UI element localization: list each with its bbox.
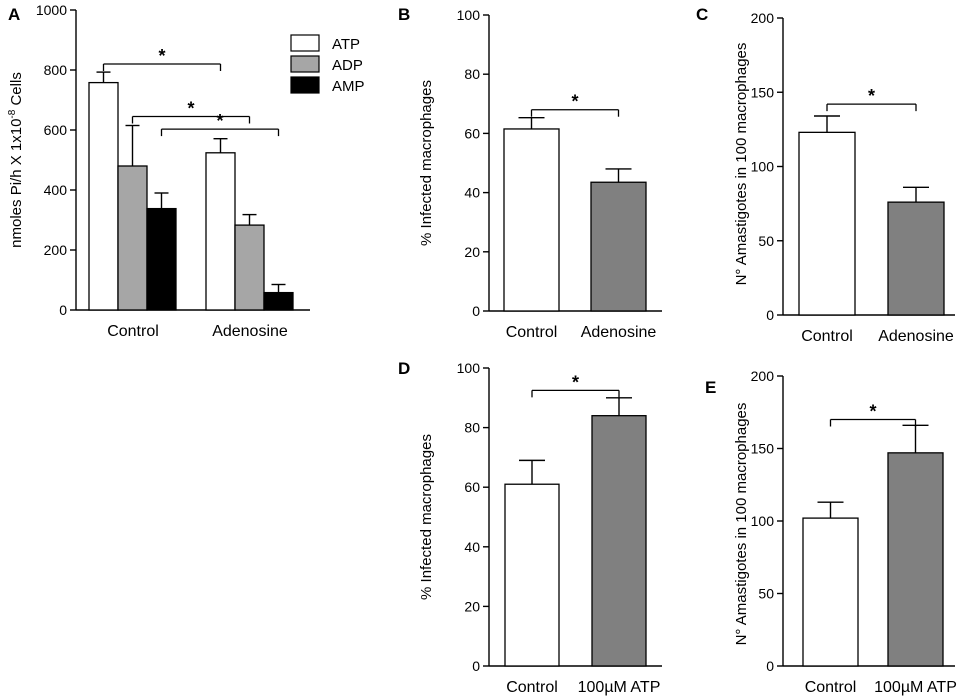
panel-b-plot: 0 20 40 60 80 100 Control Adenosine *: [457, 7, 662, 341]
panel-d-y-tick-label: 100: [457, 360, 481, 376]
panel-e-bar-control: [802, 517, 859, 667]
panel-a: A nmoles Pi/h X 1x10-8 Cells ATP ADP AMP…: [7, 2, 365, 340]
panel-c-x-category-label: Control: [801, 328, 853, 345]
panel-c: C N° Amastigotes in 100 macrophages 0 50 1…: [696, 5, 955, 345]
panel-d: D % Infected macrophages 0 20 40 60 80 100 Con…: [398, 359, 662, 696]
panel-d-bar-treatment: [591, 415, 647, 667]
legend-label-amp: AMP: [332, 78, 365, 95]
panel-c-bar-treatment: [887, 201, 945, 316]
panel-e-significance-star: *: [869, 402, 876, 422]
panel-c-y-tick-label: 150: [751, 84, 775, 100]
panel-b-y-tick-label: 80: [464, 66, 480, 82]
legend-swatch-amp: [290, 76, 320, 94]
panel-a-y-tick-label: 600: [44, 122, 68, 138]
panel-c-y-axis-label: N° Amastigotes in 100 macrophages: [733, 43, 750, 286]
panel-b-bar-control: [503, 128, 560, 312]
panel-a-y-tick-label: 1000: [36, 2, 67, 18]
panel-d-x-category-label: 100µM ATP: [578, 679, 661, 696]
panel-c-label: C: [696, 5, 708, 24]
panel-a-y-axis-label: nmoles Pi/h X 1x10-8 Cells: [7, 72, 25, 248]
panel-b-x-category-label: Control: [506, 324, 558, 341]
panel-a-bar-amp-adenosine: [263, 291, 294, 311]
panel-a-legend: ATP ADP AMP: [290, 34, 365, 95]
panel-a-y-tick-label: 200: [44, 242, 68, 258]
panel-a-bar-atp-adenosine: [205, 152, 236, 311]
panel-a-significance-star: *: [187, 99, 194, 119]
panel-e-y-tick-label: 200: [751, 368, 775, 384]
panel-d-x-category-label: Control: [506, 679, 558, 696]
panel-b-x-category-label: Adenosine: [581, 324, 657, 341]
panel-e-y-tick-label: 50: [758, 586, 774, 602]
panel-c-y-tick-label: 100: [751, 159, 775, 175]
panel-a-y-axis-label-main: nmoles Pi/h X 1x10: [8, 119, 25, 248]
panel-d-y-tick-label: 40: [464, 539, 480, 555]
panel-c-y-tick-label: 0: [766, 307, 774, 323]
panel-c-y-tick-label: 50: [758, 233, 774, 249]
panel-a-bar-amp-control: [146, 207, 177, 311]
panel-b-label: B: [398, 5, 410, 24]
panel-a-x-category-label: Control: [107, 323, 159, 340]
panel-d-plot: 0 20 40 60 80 100 Control 100µM ATP *: [457, 360, 662, 696]
panel-a-plot: 0 200 400 600 800 1000 Control Adenosine * * *: [36, 2, 310, 340]
panel-b-significance-star: *: [571, 92, 578, 112]
legend-swatch-adp: [290, 55, 320, 73]
panel-b: B % Infected macrophages 0 20 40 60 80 100 Con…: [398, 5, 662, 341]
panel-d-y-tick-label: 80: [464, 420, 480, 436]
panel-d-label: D: [398, 359, 410, 378]
panel-c-x-category-label: Adenosine: [878, 328, 954, 345]
panel-e-plot: 0 50 100 150 200 Control 100µM ATP *: [751, 368, 957, 696]
panel-a-y-axis-label-suffix: Cells: [8, 72, 25, 110]
panel-a-bar-adp-adenosine: [234, 224, 265, 311]
panel-c-y-tick-label: 200: [751, 10, 775, 26]
panel-e-y-axis-label: N° Amastigotes in 100 macrophages: [733, 403, 750, 646]
panel-b-y-tick-label: 0: [472, 303, 480, 319]
panel-e-y-tick-label: 0: [766, 658, 774, 674]
panel-b-bar-treatment: [590, 181, 647, 312]
panel-e-bar-treatment: [887, 452, 944, 667]
panel-c-bar-control: [798, 131, 856, 316]
panel-e: E N° Amastigotes in 100 macrophages 0 50 1…: [705, 368, 957, 696]
panel-b-y-tick-label: 40: [464, 185, 480, 201]
panel-d-bar-control: [504, 483, 560, 667]
legend-label-adp: ADP: [332, 57, 363, 74]
panel-a-bar-adp-control: [117, 165, 148, 311]
panel-a-y-tick-label: 800: [44, 62, 68, 78]
panel-e-label: E: [705, 378, 716, 397]
panel-d-significance-star: *: [572, 372, 579, 392]
panel-b-y-tick-label: 60: [464, 125, 480, 141]
panel-d-y-axis-label: % Infected macrophages: [418, 434, 435, 600]
panel-b-y-tick-label: 20: [464, 244, 480, 260]
panel-d-y-tick-label: 60: [464, 479, 480, 495]
panel-d-y-tick-label: 20: [464, 598, 480, 614]
panel-b-y-tick-label: 100: [457, 7, 481, 23]
panel-a-significance-star: *: [158, 46, 165, 66]
legend-swatch-atp: [290, 34, 320, 52]
panel-a-bar-atp-control: [88, 81, 119, 311]
panel-a-y-axis-label-superscript: -8: [7, 109, 18, 118]
panel-a-y-tick-label: 400: [44, 182, 68, 198]
panel-d-y-tick-label: 0: [472, 658, 480, 674]
legend-label-atp: ATP: [332, 36, 360, 53]
panel-e-x-category-label: Control: [805, 679, 857, 696]
panel-a-significance-star: *: [216, 111, 223, 131]
panel-a-label: A: [8, 5, 20, 24]
panel-e-y-tick-label: 150: [751, 441, 775, 457]
panel-c-significance-star: *: [868, 86, 875, 106]
panel-a-y-tick-label: 0: [59, 302, 67, 318]
panel-e-y-tick-label: 100: [751, 513, 775, 529]
panel-b-y-axis-label: % Infected macrophages: [418, 80, 435, 246]
panel-c-plot: 0 50 100 150 200 Control Adenosine *: [751, 10, 955, 345]
panel-a-x-category-label: Adenosine: [212, 323, 288, 340]
panel-e-x-category-label: 100µM ATP: [874, 679, 957, 696]
